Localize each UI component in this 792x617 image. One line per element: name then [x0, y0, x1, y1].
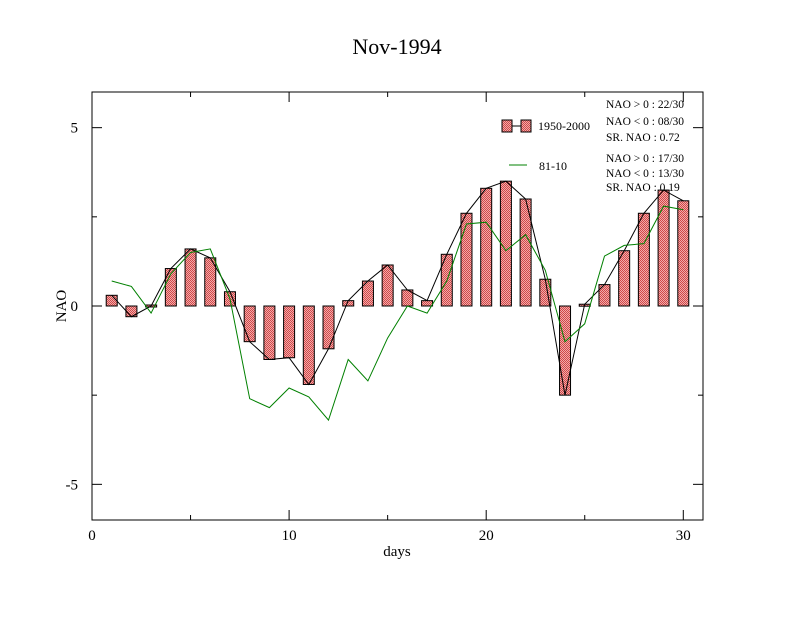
y-tick-label: 0: [71, 299, 79, 315]
x-tick-label: 30: [676, 528, 691, 544]
bar-series: [105, 180, 690, 396]
bar: [322, 305, 335, 350]
bar: [618, 250, 631, 307]
stat-nao-positive-1: NAO > 0 : 22/30: [606, 99, 684, 111]
series-line-1950-2000: [111, 180, 684, 396]
x-axis-label: days: [383, 544, 411, 560]
stats-block-81-10: NAO > 0 : 17/30 NAO < 0 : 13/30 SR. NAO …: [606, 153, 684, 194]
legend-bar-swatch-left: [501, 119, 513, 133]
bar: [263, 305, 276, 360]
stat-nao-negative-1: NAO < 0 : 08/30: [606, 116, 684, 128]
bar: [421, 300, 434, 307]
stat-sr-nao-2: SR. NAO : 0.19: [606, 182, 680, 194]
stat-nao-positive-2: NAO > 0 : 17/30: [606, 153, 684, 165]
legend-bar-swatch-right: [520, 119, 532, 133]
chart-title: Nov-1994: [352, 34, 441, 59]
stats-block-1950-2000: NAO > 0 : 22/30 NAO < 0 : 08/30 SR. NAO …: [606, 99, 684, 144]
bar: [657, 189, 670, 307]
line-series: [111, 180, 684, 422]
legend: 1950-2000 81-10: [501, 119, 590, 173]
y-tick-label: -5: [66, 477, 79, 493]
x-tick-label: 0: [88, 528, 96, 544]
bar: [677, 200, 690, 307]
stat-sr-nao-1: SR. NAO : 0.72: [606, 132, 680, 144]
bar: [637, 212, 650, 307]
bar: [105, 294, 118, 307]
stat-nao-negative-2: NAO < 0 : 13/30: [606, 168, 684, 180]
bar: [381, 264, 394, 307]
y-tick-label: 5: [71, 121, 79, 137]
legend-label-81-10: 81-10: [539, 159, 567, 173]
y-axis-label: NAO: [54, 290, 70, 323]
legend-label-1950-2000: 1950-2000: [538, 119, 590, 133]
x-tick-label: 20: [479, 528, 494, 544]
bar: [460, 212, 473, 307]
bar: [243, 305, 256, 343]
bar: [184, 248, 197, 307]
series-line-81-10: [111, 205, 684, 422]
axis-ticks: 0 10 20 30 -5 0 5: [66, 92, 703, 544]
bar: [499, 180, 512, 307]
x-tick-label: 10: [282, 528, 297, 544]
bar: [283, 305, 296, 359]
bar: [559, 305, 572, 396]
bar: [302, 305, 315, 385]
bar: [480, 187, 493, 307]
